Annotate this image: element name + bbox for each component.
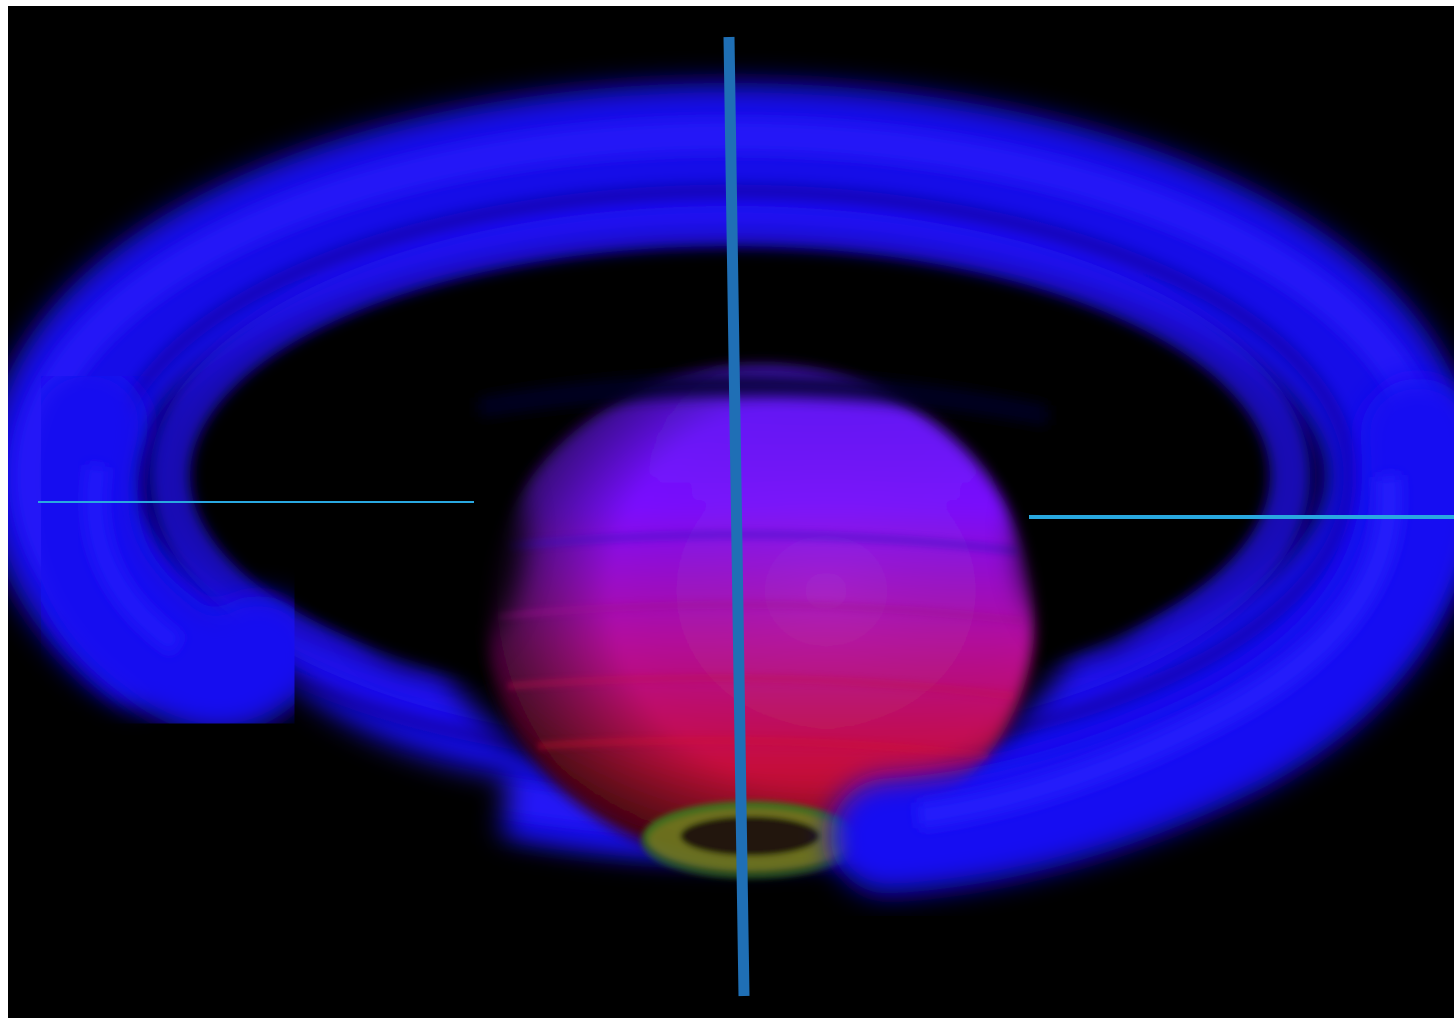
saturn-rings-front-left	[17, 366, 318, 734]
saturn-rings-front-right	[830, 378, 1454, 894]
pole-glow	[641, 801, 859, 879]
saturn-image	[8, 6, 1454, 1018]
saturn-image-svg	[8, 83, 1454, 1018]
saturn-planet	[478, 366, 1048, 879]
